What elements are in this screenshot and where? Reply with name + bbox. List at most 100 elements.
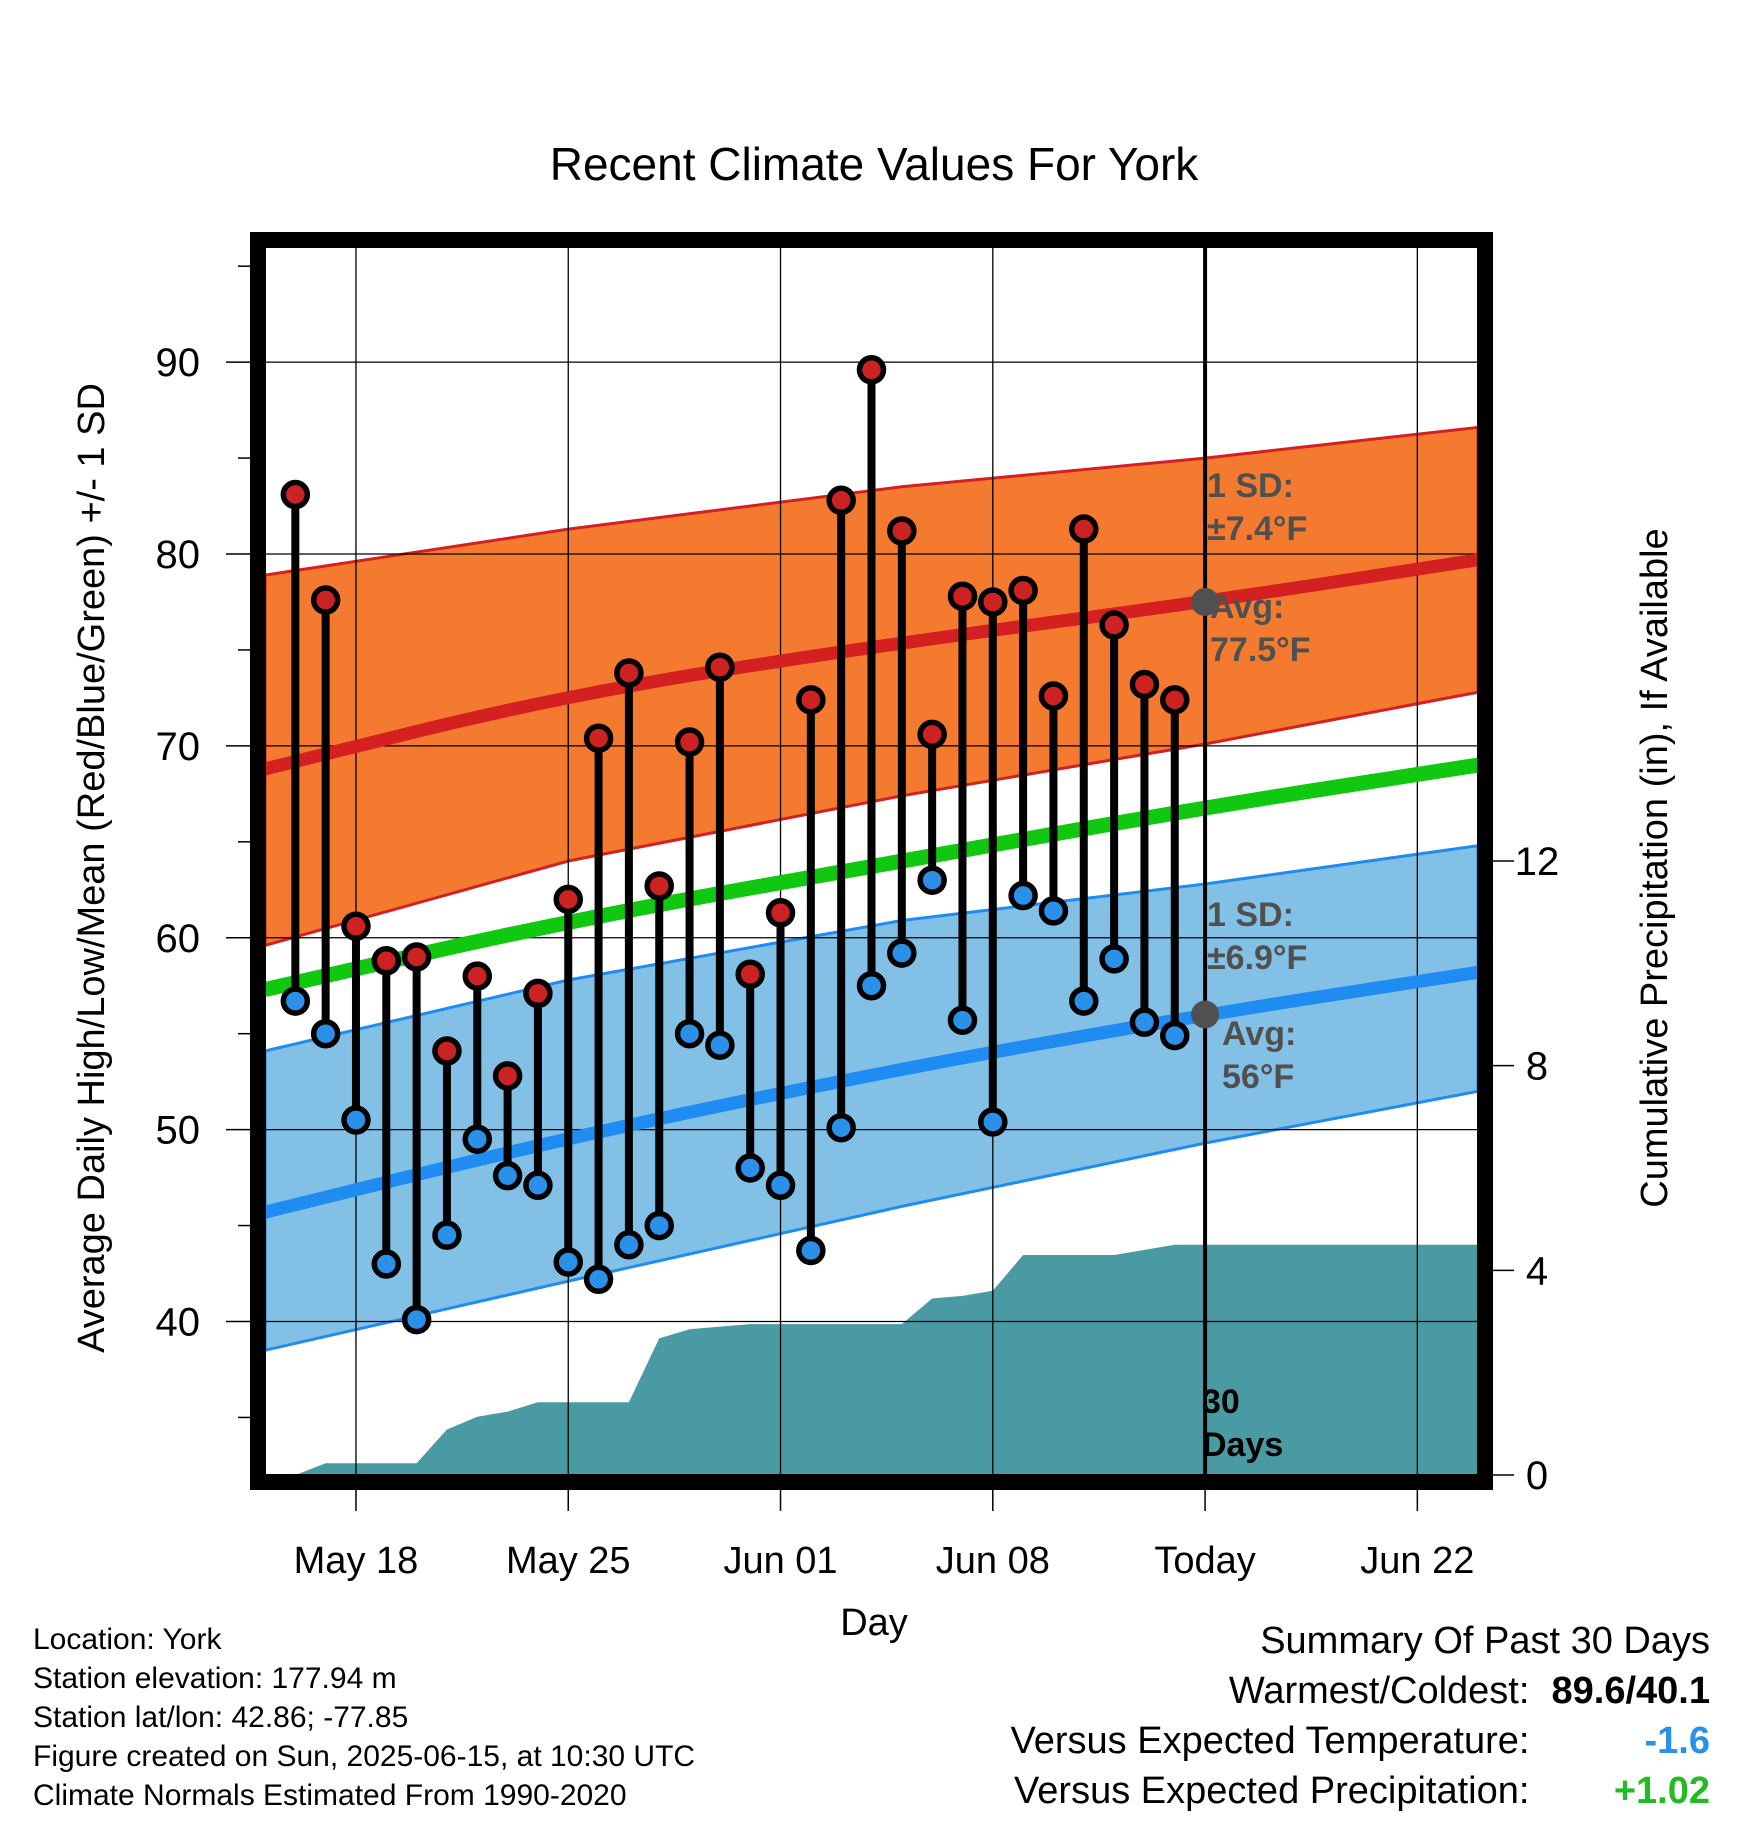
- daily-low-point: [432, 1220, 462, 1250]
- daily-high-point: [947, 581, 978, 611]
- daily-high-point: [1069, 514, 1099, 544]
- today-normal-high-marker: [1191, 587, 1220, 616]
- daily-high-point: [796, 685, 826, 715]
- daily-high-point: [826, 485, 856, 516]
- summary-warmest-row: Warmest/Coldest: 89.6/40.1: [1011, 1666, 1710, 1716]
- daily-high-point: [614, 658, 644, 688]
- daily-low-point: [310, 1018, 341, 1049]
- daily-high-point: [705, 652, 735, 682]
- daily-high-point: [1099, 610, 1129, 640]
- y-axis-label-left: Average Daily High/Low/Mean (Red/Blue/Gr…: [71, 383, 113, 1353]
- daily-high-point: [856, 355, 887, 385]
- daily-low-point: [1160, 1020, 1190, 1051]
- y-right-tick-label: 12: [1515, 840, 1560, 884]
- y-left-tick-label: 40: [156, 1301, 201, 1345]
- daily-high-point: [1008, 575, 1038, 606]
- y-left-tick-label: 70: [156, 725, 201, 769]
- daily-observations: [280, 355, 1190, 1335]
- annotation-low-sd-title: 1 SD:: [1207, 896, 1294, 934]
- daily-high-point: [371, 946, 402, 976]
- x-tick-label: Jun 01: [723, 1540, 837, 1582]
- annotation-low-avg-title: Avg:: [1222, 1015, 1296, 1053]
- daily-low-point: [1069, 986, 1099, 1016]
- daily-low-point: [401, 1304, 432, 1335]
- annotation-high-avg-title: Avg:: [1210, 588, 1284, 626]
- daily-low-point: [705, 1030, 735, 1060]
- summary-panel: Summary Of Past 30 Days Warmest/Coldest:…: [1011, 1616, 1710, 1816]
- annotation-high-sd-title: 1 SD:: [1207, 467, 1294, 505]
- daily-low-point: [735, 1153, 765, 1183]
- daily-high-point: [492, 1061, 523, 1091]
- x-axis: [355, 1490, 1419, 1511]
- daily-high-point: [310, 585, 341, 615]
- y-axis-label-right: Cumulative Precipitation (in), If Availa…: [1634, 528, 1676, 1207]
- x-tick-label: Jun 22: [1360, 1540, 1474, 1582]
- daily-high-point: [583, 723, 614, 753]
- y-left-tick-label: 60: [156, 917, 201, 961]
- annotation-window: 30 Days: [1202, 1383, 1283, 1464]
- daily-low-point: [826, 1112, 856, 1143]
- annotation-low-sd-value: ±6.9°F: [1207, 939, 1307, 977]
- plot-area: 40 50 60 70 80 90 0 4 8 12 May 18 May 25 Jun 01 Jun 0…: [156, 232, 1560, 1582]
- daily-low-point: [492, 1160, 523, 1191]
- annotation-high-sd: 1 SD: ±7.4°F: [1207, 467, 1307, 548]
- daily-high-point: [1038, 681, 1069, 711]
- precipitation-area: [295, 1244, 1478, 1475]
- normal-high-line: [263, 553, 1479, 776]
- y-axis-left: [226, 265, 250, 1419]
- daily-high-point: [644, 871, 674, 901]
- daily-low-point: [978, 1107, 1008, 1137]
- daily-low-point: [674, 1018, 705, 1049]
- annotation-high-sd-value: ±7.4°F: [1207, 510, 1307, 548]
- daily-high-point: [341, 911, 371, 941]
- y-left-tick-label: 90: [156, 341, 201, 385]
- annotation-low-sd: 1 SD: ±6.9°F: [1207, 896, 1307, 977]
- annotation-high-avg: Avg: 77.5°F: [1210, 588, 1311, 669]
- summary-precip-row: Versus Expected Precipitation: +1.02: [1011, 1766, 1710, 1816]
- daily-low-point: [1008, 880, 1038, 911]
- daily-low-point: [917, 865, 947, 895]
- daily-high-point: [917, 719, 947, 750]
- daily-low-point: [887, 938, 917, 968]
- station-latlon: Station lat/lon: 42.86; -77.85: [33, 1701, 409, 1734]
- x-tick-label: May 25: [506, 1540, 631, 1582]
- daily-low-point: [523, 1170, 553, 1201]
- daily-high-point: [1160, 685, 1190, 715]
- y-axis-right: [1493, 860, 1514, 1476]
- x-axis-label: Day: [840, 1602, 908, 1644]
- summary-temp-row: Versus Expected Temperature: -1.6: [1011, 1716, 1710, 1766]
- y-right-tick-label: 0: [1526, 1454, 1548, 1498]
- station-info: Location: York Station elevation: 177.94…: [33, 1620, 695, 1815]
- daily-low-point: [856, 970, 887, 1001]
- station-location: Location: York: [33, 1623, 222, 1656]
- x-tick-label: Jun 08: [936, 1540, 1050, 1582]
- y-left-tick-label: 50: [156, 1109, 201, 1153]
- daily-high-point: [401, 942, 432, 972]
- daily-high-point: [765, 898, 796, 928]
- daily-high-point: [735, 959, 765, 989]
- x-tick-label: May 18: [294, 1540, 419, 1582]
- daily-low-point: [765, 1170, 796, 1201]
- daily-high-point: [887, 516, 917, 546]
- figure-created: Figure created on Sun, 2025-06-15, at 10…: [33, 1740, 696, 1773]
- daily-low-point: [462, 1124, 493, 1154]
- summary-temp-value: -1.6: [1644, 1720, 1710, 1762]
- annotation-low-avg-value: 56°F: [1222, 1058, 1294, 1096]
- chart-title: Recent Climate Values For York: [550, 138, 1200, 190]
- daily-high-point: [432, 1036, 462, 1066]
- station-elevation: Station elevation: 177.94 m: [33, 1662, 397, 1695]
- daily-low-point: [371, 1249, 402, 1279]
- daily-low-point: [553, 1247, 583, 1277]
- daily-low-point: [1129, 1007, 1160, 1037]
- daily-high-point: [553, 884, 583, 915]
- daily-low-point: [947, 1005, 978, 1036]
- annotation-high-avg-value: 77.5°F: [1210, 631, 1311, 669]
- daily-high-point: [523, 978, 553, 1009]
- x-tick-label: Today: [1154, 1540, 1255, 1582]
- y-left-tick-label: 80: [156, 533, 201, 577]
- annotation-low-avg: Avg: 56°F: [1222, 1015, 1296, 1096]
- annotation-window-count: 30: [1202, 1383, 1240, 1421]
- daily-low-point: [583, 1264, 614, 1295]
